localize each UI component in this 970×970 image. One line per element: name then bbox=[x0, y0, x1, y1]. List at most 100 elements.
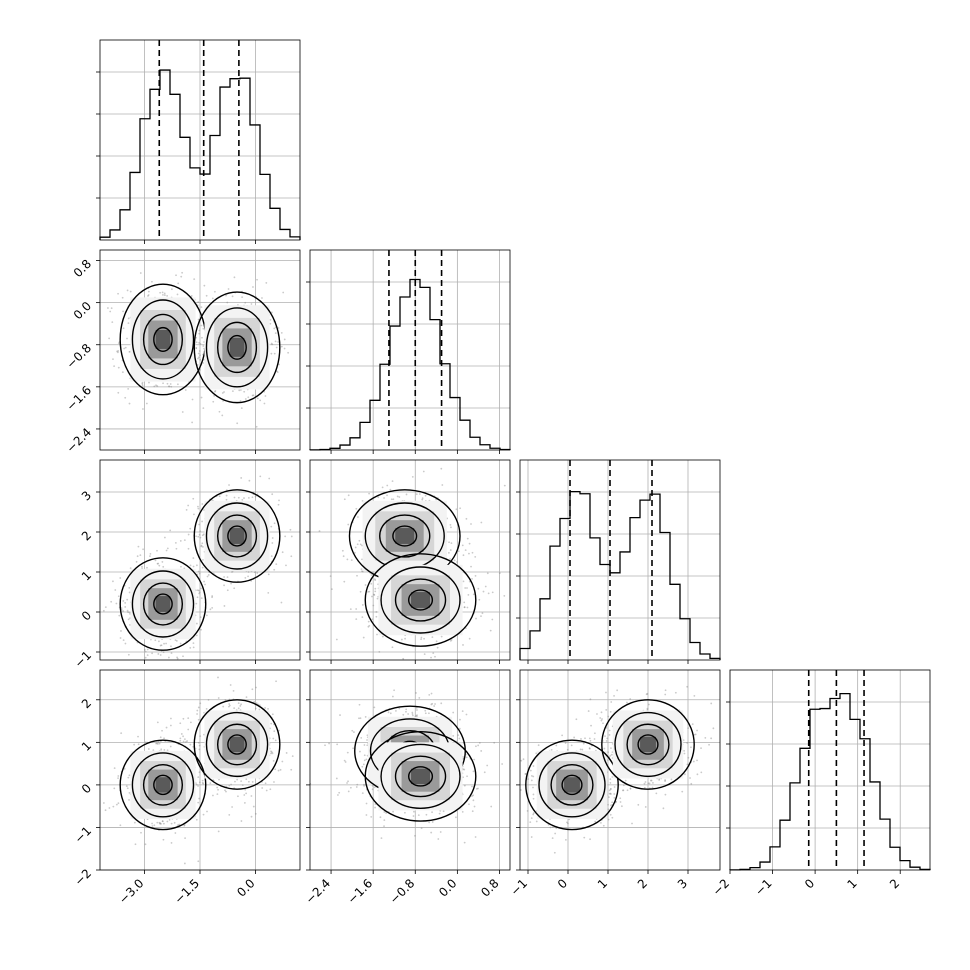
panel-frame bbox=[519, 459, 721, 661]
panel-3-1: −2.4 −1.6 −0.8 0.0 0.8 bbox=[303, 669, 511, 907]
x-tick-label: −1 bbox=[752, 876, 774, 898]
x-tick-label: 2 bbox=[635, 876, 650, 891]
contour-1-2 bbox=[216, 321, 258, 374]
contour-0-1 bbox=[131, 570, 195, 638]
x-tick-label: −0.8 bbox=[387, 876, 418, 907]
contour-1-3 bbox=[227, 334, 247, 360]
panel-frame bbox=[309, 459, 511, 661]
y-tick-label: 3 bbox=[79, 488, 94, 503]
x-tick-label: −2.4 bbox=[303, 876, 334, 907]
contour-1-1 bbox=[205, 307, 269, 388]
density-block bbox=[155, 330, 171, 349]
contour-0-2 bbox=[550, 763, 594, 806]
density-block bbox=[411, 768, 430, 785]
contour-1-3 bbox=[227, 525, 247, 547]
contour-1-3 bbox=[407, 589, 434, 611]
x-tick-label: 1 bbox=[595, 876, 610, 891]
density-block bbox=[395, 528, 415, 544]
y-tick-label: 2 bbox=[79, 528, 94, 543]
density-block bbox=[229, 736, 245, 753]
y-tick-label: −1 bbox=[72, 648, 94, 670]
y-tick-label: −0.8 bbox=[64, 341, 95, 372]
y-tick-label: −2.4 bbox=[64, 425, 95, 456]
x-tick-label: 0 bbox=[555, 876, 570, 891]
contour-0-0 bbox=[119, 739, 207, 831]
contour-0-3 bbox=[392, 525, 418, 547]
x-tick-label: 1 bbox=[844, 876, 859, 891]
panel-3-2: −1 0 1 2 3 bbox=[508, 669, 721, 899]
panel-2-2 bbox=[516, 459, 721, 664]
panel-3-3: −2 −1 0 1 2 bbox=[710, 669, 931, 899]
contour-0-3 bbox=[153, 326, 173, 353]
contour-1-2 bbox=[626, 723, 670, 766]
histogram-1 bbox=[309, 278, 511, 451]
x-tick-label: 0.8 bbox=[478, 876, 501, 899]
contour-0-2 bbox=[142, 313, 184, 366]
panel-2-1 bbox=[306, 459, 511, 664]
panel-2-0: −1 0 1 2 3 bbox=[72, 459, 301, 671]
contour-1-2 bbox=[216, 723, 258, 766]
x-tick-label: 0.0 bbox=[234, 876, 257, 899]
x-tick-label: 2 bbox=[887, 876, 902, 891]
contour-0-1 bbox=[538, 752, 606, 818]
contour-0-2 bbox=[142, 582, 184, 626]
density-block bbox=[229, 528, 245, 544]
y-tick-label: 0.0 bbox=[71, 299, 94, 322]
panel-frame bbox=[729, 669, 931, 871]
contour-1-3 bbox=[637, 734, 659, 755]
contour-1-0 bbox=[364, 553, 477, 647]
contour-1-1 bbox=[205, 502, 269, 570]
contour-0-2 bbox=[142, 763, 184, 806]
contour-1-0 bbox=[193, 291, 281, 404]
y-tick-label: −1 bbox=[72, 824, 94, 846]
x-tick-label: −3.0 bbox=[116, 876, 147, 907]
contour-1-3 bbox=[407, 766, 434, 787]
density-block bbox=[155, 777, 171, 793]
contour-0-2 bbox=[379, 514, 431, 558]
y-tick-label: 0.8 bbox=[71, 257, 94, 280]
panel-0-0 bbox=[96, 39, 301, 244]
x-tick-label: −1 bbox=[508, 876, 530, 898]
y-tick-label: 0 bbox=[79, 608, 94, 623]
contour-1-0 bbox=[193, 489, 281, 583]
contour-1-0 bbox=[601, 699, 695, 790]
y-tick-label: 2 bbox=[79, 696, 94, 711]
panel-frame bbox=[309, 669, 511, 871]
contour-1-0 bbox=[364, 731, 477, 822]
x-tick-label: 0 bbox=[802, 876, 817, 891]
density-block bbox=[564, 777, 580, 793]
contour-1-1 bbox=[205, 711, 269, 778]
contour-1-1 bbox=[380, 743, 461, 809]
panel-frame bbox=[309, 249, 511, 451]
density-block bbox=[155, 596, 171, 612]
y-tick-label: 1 bbox=[79, 568, 94, 583]
contour-0-1 bbox=[131, 752, 195, 818]
x-tick-label: −1.6 bbox=[345, 876, 376, 907]
scatter-2-0 bbox=[102, 475, 293, 660]
y-tick-label: 0 bbox=[79, 781, 94, 796]
panel-1-0: −2.4 −1.6 −0.8 0.0 0.8 bbox=[64, 249, 301, 456]
histogram-2 bbox=[519, 491, 721, 660]
contour-1-3 bbox=[227, 734, 247, 755]
contour-1-0 bbox=[193, 699, 281, 790]
contour-1-1 bbox=[380, 566, 461, 634]
contour-0-3 bbox=[153, 774, 173, 796]
contour-1-2 bbox=[216, 514, 258, 558]
contour-0-0 bbox=[525, 739, 619, 831]
x-tick-label: 3 bbox=[675, 876, 690, 891]
density-block bbox=[640, 736, 656, 753]
y-tick-label: −1.6 bbox=[64, 383, 95, 414]
histogram-3 bbox=[729, 692, 931, 871]
contour-1-2 bbox=[394, 755, 447, 798]
panel-1-1 bbox=[306, 249, 511, 454]
panel-frame bbox=[519, 669, 721, 871]
contour-0-1 bbox=[131, 299, 195, 380]
x-tick-label: 0.0 bbox=[436, 876, 459, 899]
contour-0-0 bbox=[119, 557, 207, 651]
density-block bbox=[229, 337, 245, 357]
contour-1-1 bbox=[614, 711, 682, 778]
y-tick-label: −2 bbox=[72, 866, 94, 888]
y-tick-label: 1 bbox=[79, 739, 94, 754]
contour-0-3 bbox=[561, 774, 583, 796]
